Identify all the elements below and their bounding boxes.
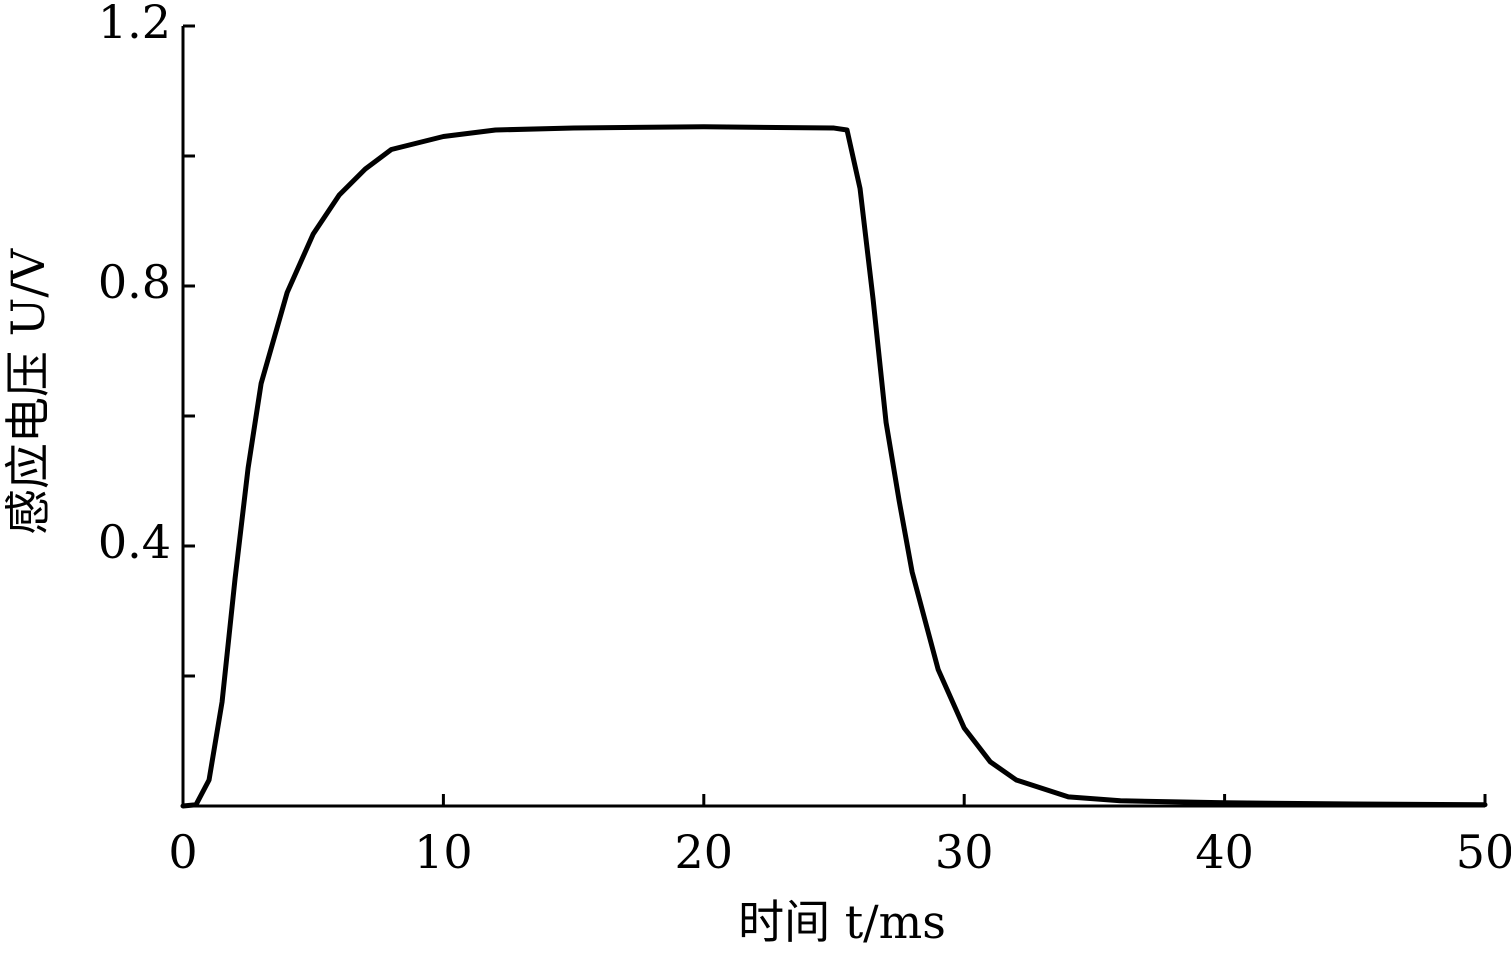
x-tick-label: 40 [1195, 825, 1254, 879]
x-axis-title: 时间 t/ms [738, 895, 946, 949]
y-tick-label: 0.8 [98, 255, 171, 309]
x-tick-label: 50 [1456, 825, 1511, 879]
y-axis-title: 感应电压 U/V [1, 248, 55, 535]
x-tick-label: 30 [935, 825, 994, 879]
line [180, 124, 1488, 809]
y-tick-label: 0.4 [98, 515, 171, 569]
x-tick-label: 20 [675, 825, 734, 879]
x-tick-label: 0 [168, 825, 197, 879]
x-tick-label: 10 [414, 825, 473, 879]
y-tick-label: 1.2 [98, 0, 171, 49]
